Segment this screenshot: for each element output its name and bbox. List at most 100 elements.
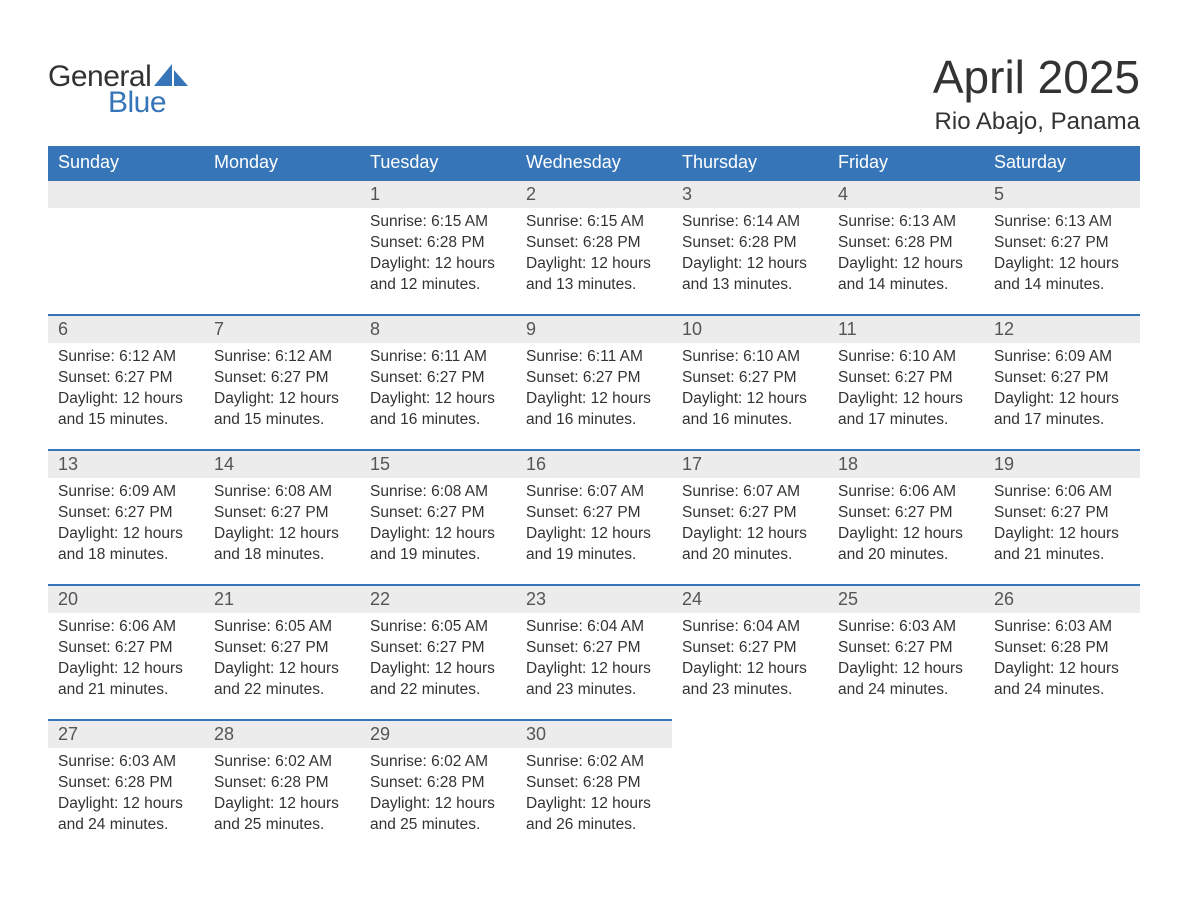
- calendar-day-cell: 13Sunrise: 6:09 AMSunset: 6:27 PMDayligh…: [48, 449, 204, 584]
- sunrise-line: Sunrise: 6:04 AM: [682, 617, 818, 638]
- calendar-day-cell: 23Sunrise: 6:04 AMSunset: 6:27 PMDayligh…: [516, 584, 672, 719]
- calendar-day-cell: 3Sunrise: 6:14 AMSunset: 6:28 PMDaylight…: [672, 179, 828, 314]
- day-details: Sunrise: 6:15 AMSunset: 6:28 PMDaylight:…: [516, 208, 672, 306]
- calendar-day-cell: 9Sunrise: 6:11 AMSunset: 6:27 PMDaylight…: [516, 314, 672, 449]
- day-number: 23: [516, 586, 672, 613]
- day-number: 8: [360, 316, 516, 343]
- calendar-day-cell: 27Sunrise: 6:03 AMSunset: 6:28 PMDayligh…: [48, 719, 204, 854]
- day-number: 20: [48, 586, 204, 613]
- sunset-line: Sunset: 6:28 PM: [370, 233, 506, 254]
- day-details: Sunrise: 6:08 AMSunset: 6:27 PMDaylight:…: [360, 478, 516, 576]
- day-details: Sunrise: 6:05 AMSunset: 6:27 PMDaylight:…: [360, 613, 516, 711]
- weekday-header-row: Sunday Monday Tuesday Wednesday Thursday…: [48, 146, 1140, 179]
- daylight-line: Daylight: 12 hours and 25 minutes.: [214, 794, 350, 836]
- calendar-day-cell: 2Sunrise: 6:15 AMSunset: 6:28 PMDaylight…: [516, 179, 672, 314]
- title-block: April 2025 Rio Abajo, Panama: [933, 50, 1140, 136]
- day-number: 26: [984, 586, 1140, 613]
- weekday-header: Sunday: [48, 146, 204, 179]
- calendar-week-row: 27Sunrise: 6:03 AMSunset: 6:28 PMDayligh…: [48, 719, 1140, 854]
- daylight-line: Daylight: 12 hours and 16 minutes.: [682, 389, 818, 431]
- sunset-line: Sunset: 6:27 PM: [370, 368, 506, 389]
- calendar-day-cell: 17Sunrise: 6:07 AMSunset: 6:27 PMDayligh…: [672, 449, 828, 584]
- sunrise-line: Sunrise: 6:11 AM: [370, 347, 506, 368]
- daylight-line: Daylight: 12 hours and 16 minutes.: [526, 389, 662, 431]
- daylight-line: Daylight: 12 hours and 20 minutes.: [682, 524, 818, 566]
- sunset-line: Sunset: 6:28 PM: [214, 773, 350, 794]
- calendar-day-cell: 24Sunrise: 6:04 AMSunset: 6:27 PMDayligh…: [672, 584, 828, 719]
- day-details: Sunrise: 6:12 AMSunset: 6:27 PMDaylight:…: [48, 343, 204, 441]
- sunrise-line: Sunrise: 6:07 AM: [682, 482, 818, 503]
- calendar-day-cell: 29Sunrise: 6:02 AMSunset: 6:28 PMDayligh…: [360, 719, 516, 854]
- calendar-day-cell: 4Sunrise: 6:13 AMSunset: 6:28 PMDaylight…: [828, 179, 984, 314]
- sunset-line: Sunset: 6:27 PM: [58, 503, 194, 524]
- day-details: Sunrise: 6:06 AMSunset: 6:27 PMDaylight:…: [48, 613, 204, 711]
- calendar-day-cell: 15Sunrise: 6:08 AMSunset: 6:27 PMDayligh…: [360, 449, 516, 584]
- calendar-body: 1Sunrise: 6:15 AMSunset: 6:28 PMDaylight…: [48, 179, 1140, 854]
- sunset-line: Sunset: 6:27 PM: [526, 503, 662, 524]
- day-number: 11: [828, 316, 984, 343]
- weekday-header: Friday: [828, 146, 984, 179]
- day-number: 7: [204, 316, 360, 343]
- calendar-page: General Blue April 2025 Rio Abajo, Panam…: [0, 0, 1188, 894]
- sunrise-line: Sunrise: 6:12 AM: [58, 347, 194, 368]
- sunrise-line: Sunrise: 6:03 AM: [994, 617, 1130, 638]
- logo-text-blue: Blue: [108, 86, 188, 120]
- sunrise-line: Sunrise: 6:04 AM: [526, 617, 662, 638]
- calendar-day-cell: [672, 719, 828, 854]
- day-details: Sunrise: 6:11 AMSunset: 6:27 PMDaylight:…: [516, 343, 672, 441]
- calendar-day-cell: [48, 179, 204, 314]
- day-number: 25: [828, 586, 984, 613]
- day-number-empty: [204, 181, 360, 208]
- sunrise-line: Sunrise: 6:09 AM: [58, 482, 194, 503]
- day-number: 17: [672, 451, 828, 478]
- sunrise-line: Sunrise: 6:12 AM: [214, 347, 350, 368]
- day-number-empty: [48, 181, 204, 208]
- day-number: 22: [360, 586, 516, 613]
- daylight-line: Daylight: 12 hours and 26 minutes.: [526, 794, 662, 836]
- day-details: Sunrise: 6:15 AMSunset: 6:28 PMDaylight:…: [360, 208, 516, 306]
- calendar-day-cell: 18Sunrise: 6:06 AMSunset: 6:27 PMDayligh…: [828, 449, 984, 584]
- sunrise-line: Sunrise: 6:02 AM: [214, 752, 350, 773]
- day-details: Sunrise: 6:14 AMSunset: 6:28 PMDaylight:…: [672, 208, 828, 306]
- day-number: 1: [360, 181, 516, 208]
- sunrise-line: Sunrise: 6:13 AM: [838, 212, 974, 233]
- location: Rio Abajo, Panama: [933, 108, 1140, 136]
- calendar-day-cell: 14Sunrise: 6:08 AMSunset: 6:27 PMDayligh…: [204, 449, 360, 584]
- day-details: Sunrise: 6:07 AMSunset: 6:27 PMDaylight:…: [672, 478, 828, 576]
- calendar-day-cell: 6Sunrise: 6:12 AMSunset: 6:27 PMDaylight…: [48, 314, 204, 449]
- sunrise-line: Sunrise: 6:06 AM: [58, 617, 194, 638]
- calendar-day-cell: 22Sunrise: 6:05 AMSunset: 6:27 PMDayligh…: [360, 584, 516, 719]
- calendar-day-cell: 8Sunrise: 6:11 AMSunset: 6:27 PMDaylight…: [360, 314, 516, 449]
- sunrise-line: Sunrise: 6:02 AM: [526, 752, 662, 773]
- day-number: 30: [516, 721, 672, 748]
- sunrise-line: Sunrise: 6:14 AM: [682, 212, 818, 233]
- sunrise-line: Sunrise: 6:06 AM: [838, 482, 974, 503]
- weekday-header: Tuesday: [360, 146, 516, 179]
- weekday-header: Monday: [204, 146, 360, 179]
- day-number: 3: [672, 181, 828, 208]
- day-details: Sunrise: 6:08 AMSunset: 6:27 PMDaylight:…: [204, 478, 360, 576]
- day-number: 12: [984, 316, 1140, 343]
- day-number: 6: [48, 316, 204, 343]
- day-number: 15: [360, 451, 516, 478]
- day-details: Sunrise: 6:09 AMSunset: 6:27 PMDaylight:…: [984, 343, 1140, 441]
- daylight-line: Daylight: 12 hours and 22 minutes.: [214, 659, 350, 701]
- daylight-line: Daylight: 12 hours and 14 minutes.: [994, 254, 1130, 296]
- daylight-line: Daylight: 12 hours and 17 minutes.: [838, 389, 974, 431]
- sunrise-line: Sunrise: 6:05 AM: [214, 617, 350, 638]
- sunset-line: Sunset: 6:27 PM: [838, 503, 974, 524]
- day-number: 21: [204, 586, 360, 613]
- daylight-line: Daylight: 12 hours and 24 minutes.: [58, 794, 194, 836]
- day-number: 19: [984, 451, 1140, 478]
- day-details: Sunrise: 6:09 AMSunset: 6:27 PMDaylight:…: [48, 478, 204, 576]
- sunset-line: Sunset: 6:27 PM: [214, 503, 350, 524]
- daylight-line: Daylight: 12 hours and 22 minutes.: [370, 659, 506, 701]
- day-number: 2: [516, 181, 672, 208]
- calendar-day-cell: [828, 719, 984, 854]
- day-details: Sunrise: 6:03 AMSunset: 6:28 PMDaylight:…: [984, 613, 1140, 711]
- sunrise-line: Sunrise: 6:08 AM: [214, 482, 350, 503]
- day-details: Sunrise: 6:10 AMSunset: 6:27 PMDaylight:…: [672, 343, 828, 441]
- daylight-line: Daylight: 12 hours and 25 minutes.: [370, 794, 506, 836]
- sunrise-line: Sunrise: 6:13 AM: [994, 212, 1130, 233]
- calendar-week-row: 1Sunrise: 6:15 AMSunset: 6:28 PMDaylight…: [48, 179, 1140, 314]
